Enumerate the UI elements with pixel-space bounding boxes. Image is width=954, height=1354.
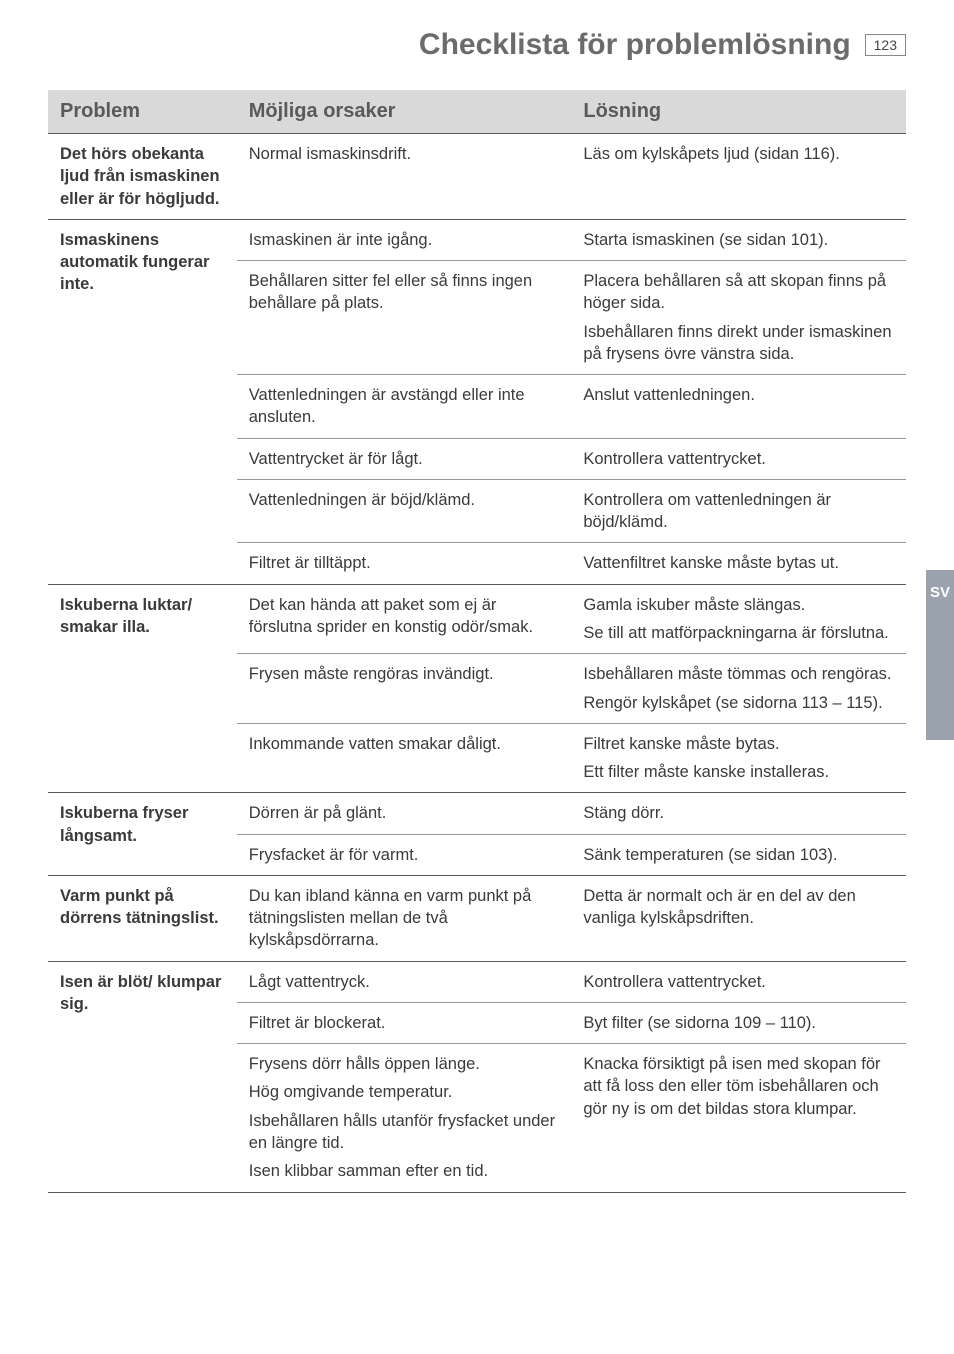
solution-text: Ett filter måste kanske installeras. [583,761,894,783]
solution-cell: Detta är normalt och är en del av den va… [571,875,906,961]
solution-text: Placera behållaren så att skopan finns p… [583,270,894,315]
solution-cell: Starta ismaskinen (se sidan 101). [571,219,906,260]
language-tab: SV [926,570,954,740]
solution-cell: Vattenfiltret kanske måste bytas ut. [571,543,906,584]
solution-cell: Byt filter (se sidorna 109 – 110). [571,1002,906,1043]
problem-cell: Isen är blöt/ klumpar sig. [48,961,237,1192]
solution-text: Isbehållaren finns direkt under ismaskin… [583,321,894,366]
cause-cell: Inkommande vatten smakar dåligt. [237,723,572,793]
page-number: 123 [865,34,906,56]
cause-cell: Normal ismaskinsdrift. [237,134,572,220]
cause-cell: Du kan ibland känna en varm punkt på tät… [237,875,572,961]
cause-cell: Vattenledningen är avstängd eller inte a… [237,375,572,439]
solution-cell: Isbehållaren måste tömmas och rengöras. … [571,654,906,724]
solution-text: Se till att matförpackningarna är förslu… [583,622,894,644]
problem-cell: Ismaskinens automatik fungerar inte. [48,219,237,584]
cause-cell: Vattentrycket är för lågt. [237,438,572,479]
problem-cell: Varm punkt på dörrens tätningslist. [48,875,237,961]
solution-cell: Placera behållaren så att skopan finns p… [571,261,906,375]
cause-cell: Frysen måste rengöras invändigt. [237,654,572,724]
cause-cell: Behållaren sitter fel eller så finns ing… [237,261,572,375]
cause-text: Hög omgivande temperatur. [249,1081,560,1103]
troubleshooting-table: Problem Möjliga orsaker Lösning Det hörs… [48,90,906,1193]
col-problem: Problem [48,90,237,134]
solution-cell: Gamla iskuber måste slängas. Se till att… [571,584,906,654]
page-title: Checklista för problemlösning [419,28,851,62]
solution-cell: Stäng dörr. [571,793,906,834]
problem-cell: Iskuberna fryser långsamt. [48,793,237,876]
solution-cell: Läs om kylskåpets ljud (sidan 116). [571,134,906,220]
solution-text: Filtret kanske måste bytas. [583,733,894,755]
cause-cell: Filtret är tilltäppt. [237,543,572,584]
solution-cell: Knacka försiktigt på isen med skopan för… [571,1044,906,1192]
solution-text: Gamla iskuber måste slängas. [583,594,894,616]
solution-cell: Kontrollera om vattenledningen är böjd/k… [571,479,906,543]
solution-cell: Kontrollera vattentrycket. [571,438,906,479]
cause-cell: Vattenledningen är böjd/klämd. [237,479,572,543]
cause-text: Isbehållaren hålls utanför frysfacket un… [249,1110,560,1155]
solution-text: Isbehållaren måste tömmas och rengöras. [583,663,894,685]
solution-cell: Sänk temperaturen (se sidan 103). [571,834,906,875]
cause-cell: Lågt vattentryck. [237,961,572,1002]
solution-cell: Filtret kanske måste bytas. Ett filter m… [571,723,906,793]
solution-cell: Kontrollera vattentrycket. [571,961,906,1002]
problem-cell: Det hörs obekanta ljud från ismaskinen e… [48,134,237,220]
cause-cell: Frysfacket är för varmt. [237,834,572,875]
page-header: Checklista för problemlösning 123 [48,28,906,62]
cause-text: Isen klibbar samman efter en tid. [249,1160,560,1182]
cause-cell: Frysens dörr hålls öppen länge. Hög omgi… [237,1044,572,1192]
col-solution: Lösning [571,90,906,134]
cause-text: Frysens dörr hålls öppen länge. [249,1053,560,1075]
solution-text: Rengör kylskåpet (se sidorna 113 – 115). [583,692,894,714]
cause-cell: Dörren är på glänt. [237,793,572,834]
cause-cell: Filtret är blockerat. [237,1002,572,1043]
problem-cell: Iskuberna luktar/ smakar illa. [48,584,237,793]
cause-cell: Ismaskinen är inte igång. [237,219,572,260]
cause-cell: Det kan hända att paket som ej är förslu… [237,584,572,654]
col-cause: Möjliga orsaker [237,90,572,134]
solution-cell: Anslut vattenledningen. [571,375,906,439]
